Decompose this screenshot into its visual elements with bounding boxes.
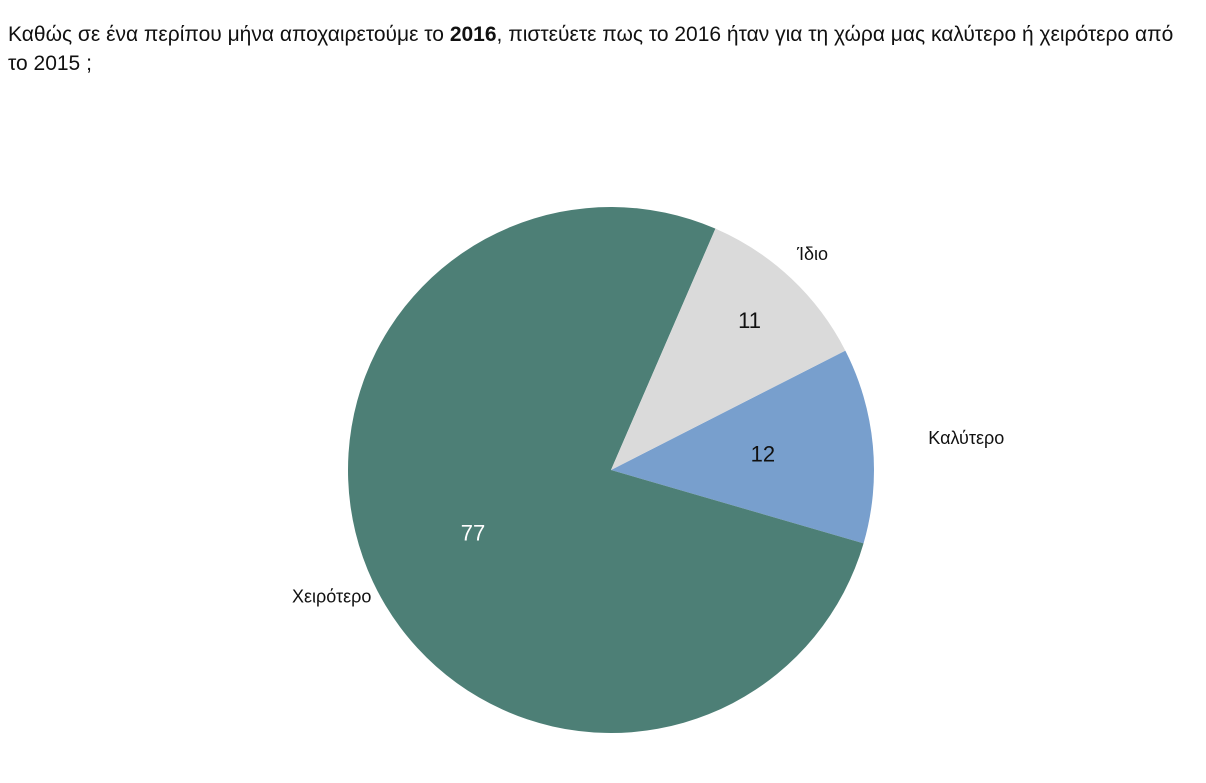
pie-slice-3	[611, 228, 846, 470]
pie-category-label-1: Καλύτερο	[928, 428, 1004, 448]
question-text: Καθώς σε ένα περίπου μήνα αποχαιρετούμε …	[8, 20, 1188, 78]
pie-slice-2	[348, 207, 864, 734]
pie-value-label-2: 77	[461, 521, 485, 546]
pie-value-label-3: 11	[738, 308, 761, 333]
pie-slice-1	[611, 350, 874, 544]
question-text-start: Καθώς σε ένα περίπου μήνα αποχαιρετούμε …	[8, 23, 450, 46]
pie-category-label-2: Χειρότερο	[292, 586, 371, 606]
pie-value-label-1: 12	[751, 441, 775, 466]
pie-category-label-3: Ίδιο	[796, 244, 828, 264]
question-year: 2016	[449, 23, 497, 46]
question-text-end: , πιστεύετε πως το 2016 ήταν για τη χώρα…	[8, 23, 1174, 75]
